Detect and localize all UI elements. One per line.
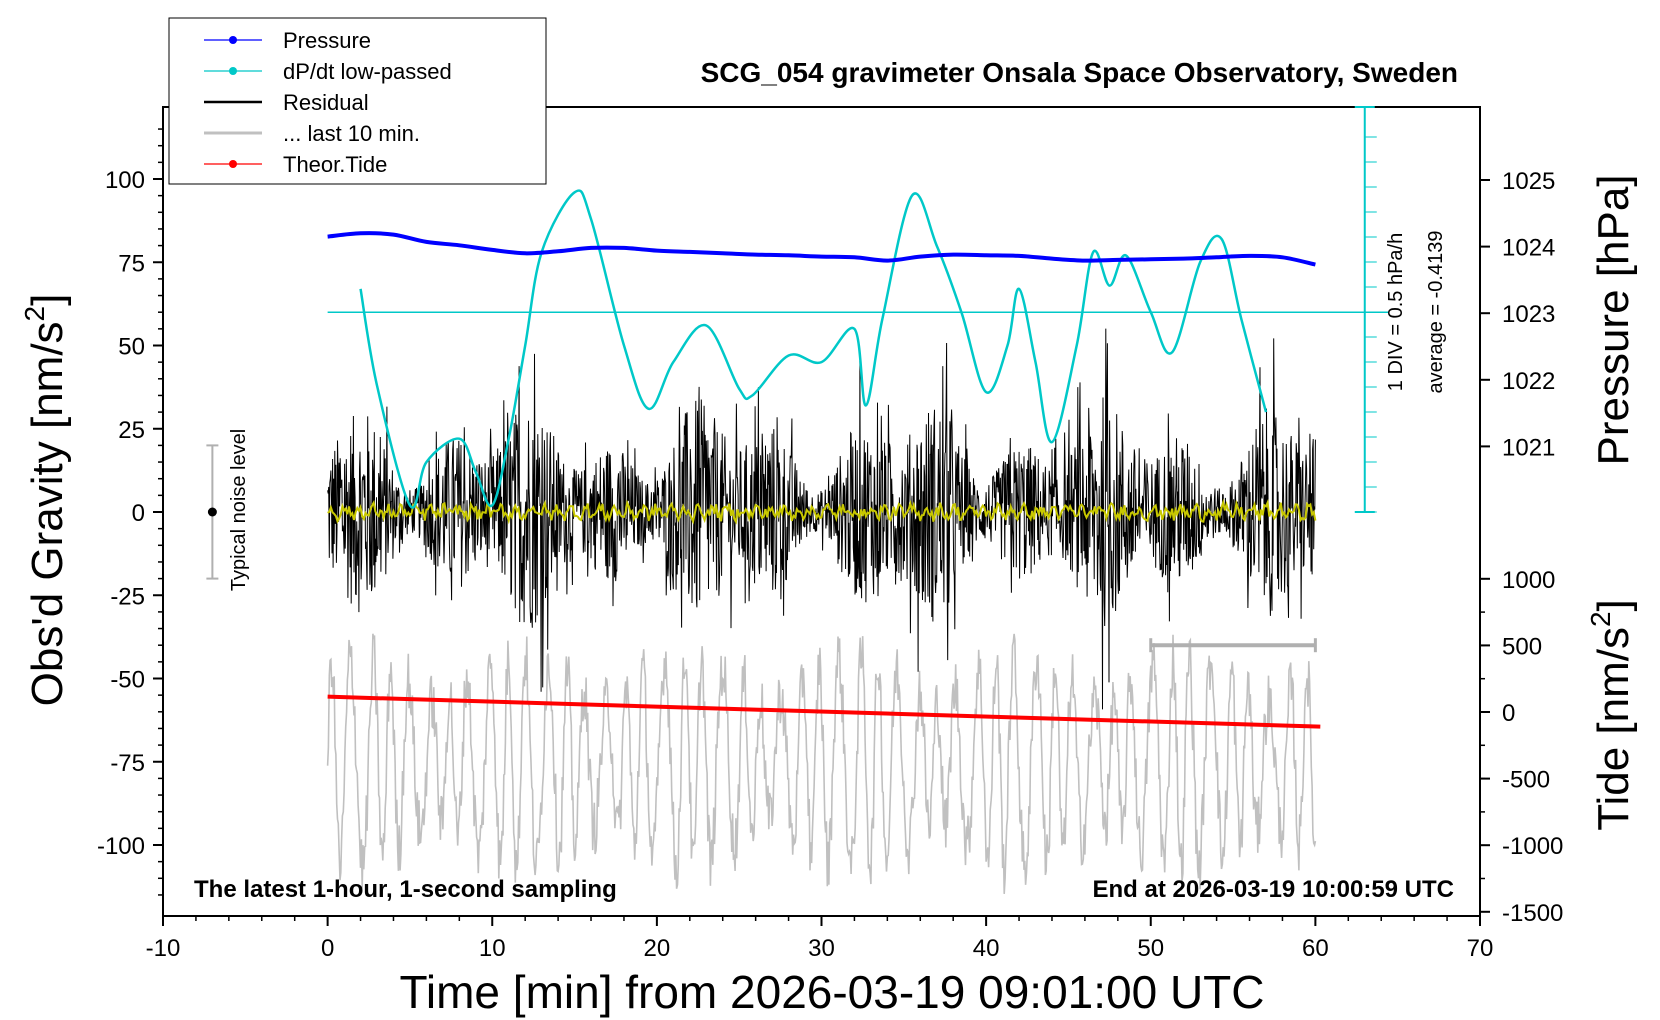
y-left-tick-label: 0: [132, 500, 145, 527]
dpdt-line: [359, 189, 1268, 509]
residual-series: [327, 328, 1316, 710]
y-axis-label-left: Obs'd Gravity [nm/s2]: [19, 294, 72, 707]
y-left-tick-label: 75: [118, 250, 145, 277]
pressure-tick-label: 1025: [1502, 168, 1555, 195]
x-tick-label: 50: [1137, 935, 1164, 962]
legend-item: ... last 10 min.: [204, 121, 420, 146]
legend-marker: [229, 67, 237, 75]
tide-tick-label: -1000: [1502, 833, 1563, 860]
x-tick-label: 0: [321, 935, 334, 962]
legend-marker: [229, 36, 237, 44]
legend-label: Residual: [283, 90, 369, 115]
tide-tick-label: -1500: [1502, 900, 1563, 927]
smoothed-residual-line: [327, 498, 1317, 525]
legend-label: Pressure: [283, 28, 371, 53]
legend-marker: [229, 160, 237, 168]
last-10-min-line: [326, 633, 1317, 894]
legend-label: ... last 10 min.: [283, 121, 420, 146]
tide-tick-label: 500: [1502, 633, 1542, 660]
pressure-tick-label: 1022: [1502, 368, 1555, 395]
x-tick-label: 40: [973, 935, 1000, 962]
chart-title: SCG_054 gravimeter Onsala Space Observat…: [701, 57, 1458, 88]
y-left-tick-label: 25: [118, 417, 145, 444]
last-10-min-series: [326, 633, 1317, 894]
y-left-tick-label: 50: [118, 334, 145, 361]
x-tick-label: 30: [808, 935, 835, 962]
x-tick-label: 10: [479, 935, 506, 962]
y-left-tick-label: -25: [110, 583, 145, 610]
tide-line: [327, 694, 1321, 729]
legend-item: Theor.Tide: [204, 152, 387, 177]
tide-tick-label: 0: [1502, 700, 1515, 727]
y-left-tick-label: -100: [97, 833, 145, 860]
legend: Pressure dP/dt low-passed Residual ... last…: [168, 17, 547, 185]
y-axis-label-pressure: Pressure [hPa]: [1589, 174, 1638, 465]
legend-item: dP/dt low-passed: [204, 59, 452, 84]
y-left-tick-label: 100: [105, 167, 145, 194]
y-left-tick-label: -50: [110, 667, 145, 694]
tide-tick-label: -500: [1502, 767, 1550, 794]
annotation-bottom-left: The latest 1-hour, 1-second sampling: [194, 876, 617, 903]
legend-label: dP/dt low-passed: [283, 59, 452, 84]
noise-label: Typical noise level: [228, 429, 250, 591]
tide-tick-label: 1000: [1502, 567, 1555, 594]
smoothed-residual-series: [327, 498, 1317, 525]
x-tick-label: 70: [1467, 935, 1494, 962]
pressure-series: [327, 231, 1316, 267]
tide-series: [327, 694, 1321, 729]
x-tick-label: -10: [146, 935, 181, 962]
scale-bars: [206, 444, 1317, 653]
x-axis-label: Time [min] from 2026-03-19 09:01:00 UTC: [400, 966, 1265, 1018]
pressure-tick-label: 1021: [1502, 434, 1555, 461]
dpdt-scale-axis: [327, 106, 1390, 513]
noise-bar-center: [207, 507, 217, 517]
annotation-bottom-right: End at 2026-03-19 10:00:59 UTC: [1093, 876, 1455, 903]
y-axis-label-tide: Tide [nm/s2]: [1585, 599, 1638, 831]
legend-item: Residual: [204, 90, 369, 115]
pressure-tick-label: 1023: [1502, 301, 1555, 328]
dpdt-scale-label: 1 DIV = 0.5 hPa/h: [1385, 233, 1407, 391]
y-left-tick-label: -75: [110, 750, 145, 777]
dpdt-average-label: average = -0.4139: [1425, 231, 1447, 394]
dpdt-series: [359, 189, 1268, 509]
x-tick-label: 20: [644, 935, 671, 962]
pressure-line: [327, 231, 1316, 267]
residual-line: [327, 328, 1316, 710]
pressure-tick-label: 1024: [1502, 235, 1555, 262]
legend-item: Pressure: [204, 28, 371, 53]
axis-ticks: -10 0 10 20 30 40 50 60 701007550250-25-50-75-10…: [97, 128, 1563, 962]
x-tick-label: 60: [1302, 935, 1329, 962]
legend-label: Theor.Tide: [283, 152, 387, 177]
